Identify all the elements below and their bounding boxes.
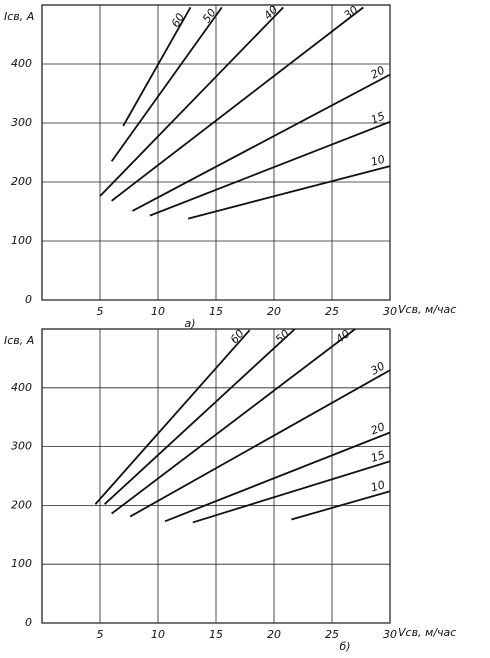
series-line <box>111 6 364 202</box>
series-line <box>111 328 356 515</box>
caption: а) <box>184 317 195 330</box>
line-label: 60 <box>169 11 187 30</box>
x-tick-label: 10 <box>151 628 165 641</box>
series-line <box>110 6 223 162</box>
y-tick-label: 200 <box>11 498 32 511</box>
x-tick-label: 25 <box>325 305 339 318</box>
x-axis-label: Vсв, м/час <box>398 626 456 639</box>
line-label: 10 <box>369 478 386 494</box>
y-tick-label: 200 <box>11 175 32 188</box>
series-line <box>149 120 391 217</box>
x-tick-label: 15 <box>209 628 223 641</box>
series-line <box>129 369 391 518</box>
x-tick-label: 25 <box>325 628 339 641</box>
series-line <box>99 6 284 197</box>
series-line <box>192 460 391 524</box>
caption: б) <box>339 640 350 653</box>
x-axis-label: Vсв, м/час <box>398 303 456 316</box>
y-tick-label: 300 <box>11 440 32 453</box>
y-tick-label: 300 <box>11 116 32 129</box>
line-label: 40 <box>261 3 280 22</box>
line-label: 15 <box>369 109 387 126</box>
y-axis-label: Iсв, А <box>4 10 34 23</box>
x-tick-label: 30 <box>383 305 397 318</box>
series-line <box>94 329 251 505</box>
series-line <box>122 6 192 127</box>
y-tick-label: 0 <box>25 616 32 629</box>
x-tick-label: 5 <box>97 305 104 318</box>
line-label: 10 <box>369 153 386 169</box>
line-label: 30 <box>342 3 361 22</box>
series-line <box>187 165 391 220</box>
series-line <box>104 328 296 505</box>
series-line <box>291 490 391 521</box>
x-tick-label: 10 <box>151 305 165 318</box>
series-line <box>164 431 391 523</box>
line-label: 15 <box>369 448 386 465</box>
series-line <box>132 73 391 212</box>
y-tick-label: 100 <box>11 234 32 247</box>
x-tick-label: 20 <box>267 628 281 641</box>
line-label: 60 <box>228 327 247 346</box>
x-tick-label: 30 <box>383 628 397 641</box>
x-tick-label: 15 <box>209 305 223 318</box>
line-label: 20 <box>369 420 387 437</box>
y-axis-label: Iсв, А <box>4 334 34 347</box>
x-tick-label: 20 <box>267 305 281 318</box>
line-label: 30 <box>368 359 387 377</box>
y-tick-label: 400 <box>11 381 32 394</box>
line-label: 20 <box>369 64 387 82</box>
y-tick-label: 100 <box>11 557 32 570</box>
line-label: 50 <box>273 327 292 346</box>
x-tick-label: 5 <box>97 628 104 641</box>
y-tick-label: 400 <box>11 57 32 70</box>
y-tick-label: 0 <box>25 293 32 306</box>
